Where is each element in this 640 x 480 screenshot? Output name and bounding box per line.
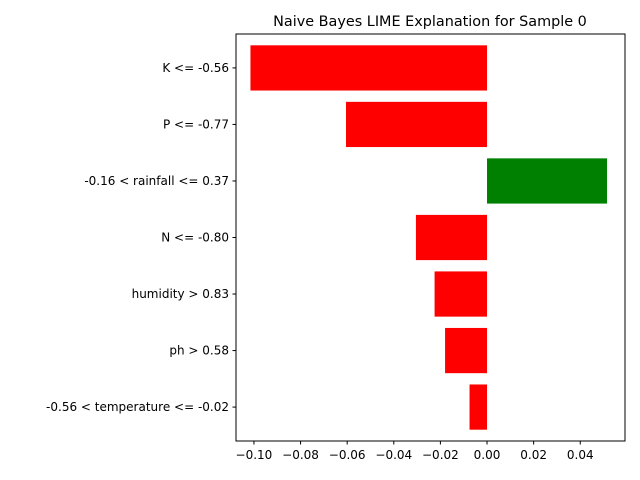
y-tick-label: K <= -0.56 [162,61,229,75]
chart-title: Naive Bayes LIME Explanation for Sample … [273,14,587,30]
x-axis-ticks: −0.10 −0.08 −0.06 −0.04 −0.02 0.00 0.02 0.04 [236,441,594,462]
bars-group [250,45,608,430]
y-tick-label: N <= -0.80 [161,231,229,245]
bar-6 [469,384,488,430]
x-tick-label: 0.02 [520,448,547,462]
x-tick-label: 0.04 [567,448,594,462]
x-tick-label: −0.10 [236,448,273,462]
bar-1 [346,101,488,148]
y-tick-label: -0.56 < temperature <= -0.02 [46,400,229,414]
bar-2 [487,158,608,204]
y-tick-label: P <= -0.77 [163,117,229,131]
y-tick-label: humidity > 0.83 [132,287,229,301]
x-tick-label: 0.00 [474,448,501,462]
y-axis-ticks: K <= -0.56 P <= -0.77 -0.16 < rainfall <= … [46,61,236,414]
x-tick-label: −0.06 [329,448,366,462]
x-tick-label: −0.08 [282,448,319,462]
bar-5 [445,327,488,374]
x-tick-label: −0.04 [375,448,412,462]
bar-4 [434,271,488,317]
y-tick-label: ph > 0.58 [169,344,229,358]
bar-0 [250,45,488,91]
bar-3 [415,214,488,261]
x-tick-label: −0.02 [422,448,459,462]
y-tick-label: -0.16 < rainfall <= 0.37 [84,174,229,188]
plot-frame [235,33,626,442]
